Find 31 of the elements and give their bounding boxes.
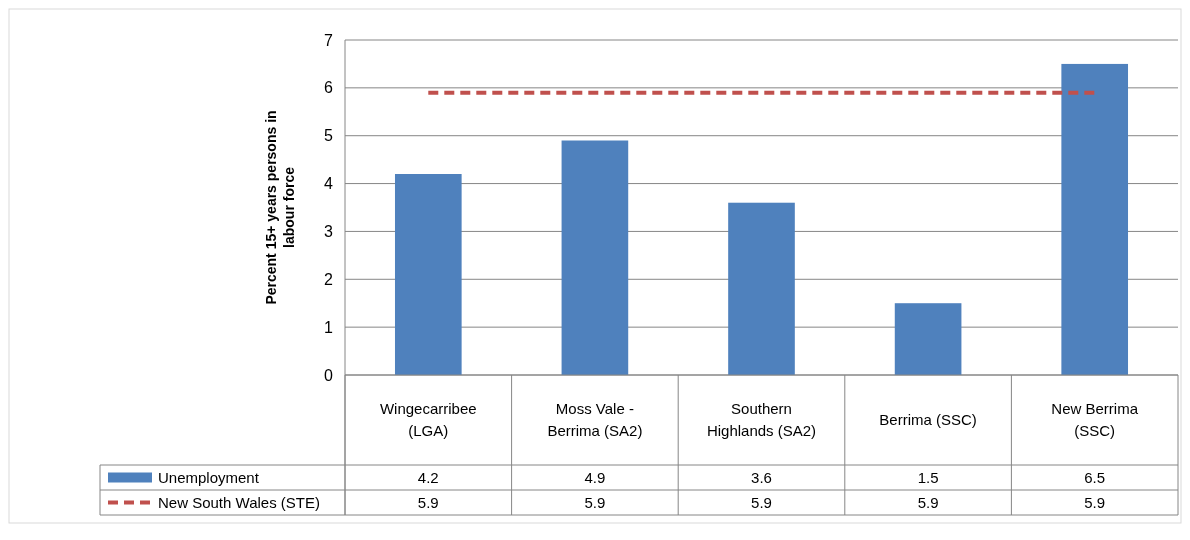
bar: [394, 174, 462, 375]
data-label: 5.9: [584, 493, 606, 511]
y-tick-label: 5: [324, 127, 334, 145]
x-tick-label: New Berrima (SSC): [1051, 400, 1139, 440]
data-label: 5.9: [917, 493, 939, 511]
y-tick-label: 7: [324, 31, 334, 49]
x-tick-label: Wingecarribee (LGA): [379, 400, 477, 440]
bar: [894, 303, 962, 375]
x-tick-label: Moss Vale - Berrima (SA2): [547, 400, 643, 440]
data-label: 3.6: [751, 468, 772, 486]
data-label: 5.9: [1084, 493, 1106, 511]
data-label: 4.2: [417, 468, 439, 486]
bar: [728, 202, 795, 375]
data-label: 6.5: [1084, 468, 1106, 486]
y-tick-label: 6: [324, 79, 334, 97]
x-tick-label: Southern Highlands (SA2): [706, 400, 817, 440]
data-label: 4.9: [584, 468, 606, 486]
data-label: 5.9: [751, 493, 772, 511]
legend-label: New South Wales (STE): [158, 493, 320, 511]
x-tick-label: Berrima (SSC): [879, 411, 977, 429]
data-label: 5.9: [417, 493, 439, 511]
legend-label: Unemployment: [158, 468, 260, 486]
y-axis-title: Percent 15+ years persons in labour force: [263, 110, 297, 305]
y-tick-label: 4: [324, 175, 334, 193]
y-tick-label: 2: [324, 270, 334, 288]
y-tick-label: 3: [324, 223, 334, 241]
y-tick-label: 0: [324, 366, 334, 384]
data-label: 1.5: [917, 468, 939, 486]
bar: [561, 140, 629, 375]
y-tick-label: 1: [324, 318, 334, 336]
bar: [1061, 63, 1129, 375]
